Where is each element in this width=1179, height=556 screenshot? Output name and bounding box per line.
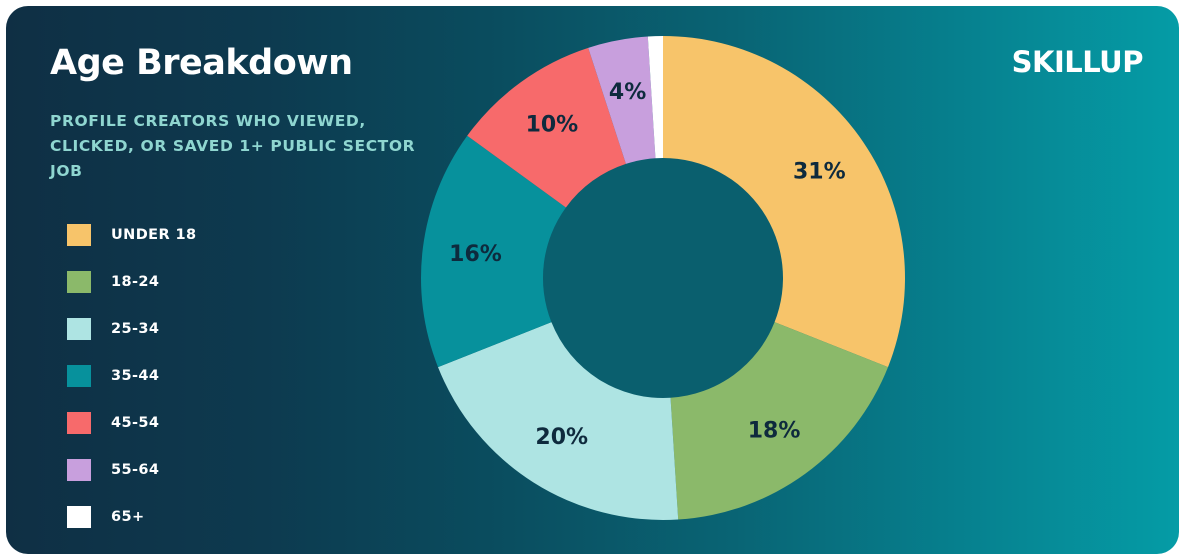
legend-item: 45-54 (67, 399, 196, 446)
slice-data-label: 16% (449, 242, 502, 267)
legend-label: 18-24 (111, 273, 160, 290)
chart-title: Age Breakdown (50, 43, 353, 83)
chart-subtitle: PROFILE CREATORS WHO VIEWED, CLICKED, OR… (50, 112, 416, 180)
legend-swatch (67, 317, 91, 340)
legend-swatch (67, 223, 91, 246)
donut-slice (670, 322, 889, 520)
legend-swatch (67, 505, 91, 528)
legend-swatch (67, 458, 91, 481)
slice-data-label: 31% (793, 159, 846, 184)
legend-item: UNDER 18 (67, 211, 196, 258)
legend-label: 65+ (111, 508, 145, 525)
legend-item: 55-64 (67, 446, 196, 493)
legend-item: 65+ (67, 493, 196, 540)
slice-data-label: 4% (609, 80, 646, 105)
legend-swatch (67, 411, 91, 434)
legend-label: UNDER 18 (111, 226, 197, 243)
legend-label: 45-54 (111, 414, 160, 431)
legend-label: 35-44 (111, 367, 160, 384)
legend-label: 25-34 (111, 320, 160, 337)
slice-data-label: 18% (748, 418, 801, 443)
chart-card: Age Breakdown PROFILE CREATORS WHO VIEWE… (6, 6, 1179, 554)
donut-slice (437, 322, 679, 520)
slice-data-label: 10% (526, 113, 579, 138)
donut-slice (663, 36, 906, 368)
donut-slice (467, 47, 626, 208)
legend-swatch (67, 364, 91, 387)
legend-item: 25-34 (67, 305, 196, 352)
slice-data-label: 20% (535, 425, 588, 450)
legend-label: 55-64 (111, 461, 160, 478)
donut-slice (588, 36, 656, 164)
legend-item: 35-44 (67, 352, 196, 399)
chart-legend: UNDER 18 18-24 25-34 35-44 45-54 55-64 65+ (67, 211, 196, 540)
legend-swatch (67, 270, 91, 293)
donut-chart: 31% 18% 20% 16% 10% 4% (420, 36, 906, 520)
donut-slice (420, 135, 566, 368)
donut-hole (543, 158, 783, 398)
brand-logo: SKILLUP (1011, 45, 1144, 79)
donut-slice (647, 36, 663, 159)
legend-item: 18-24 (67, 258, 196, 305)
